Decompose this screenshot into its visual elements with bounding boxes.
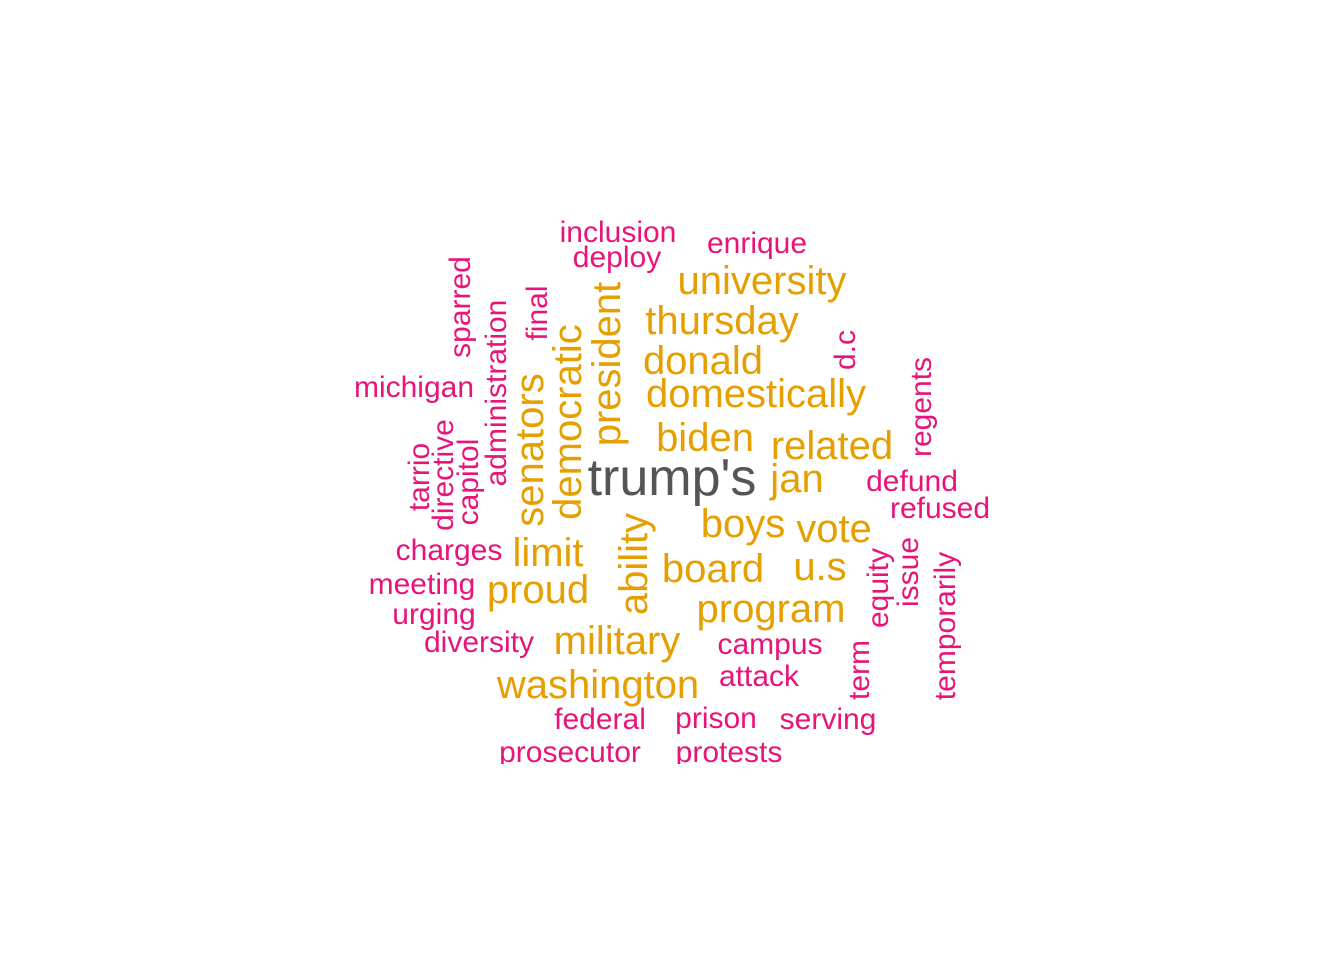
word-program: program: [696, 587, 846, 631]
word-washington: washington: [496, 663, 700, 707]
word-related: related: [770, 424, 894, 468]
word-serving: serving: [779, 703, 877, 736]
word-federal: federal: [554, 703, 646, 736]
word-university: university: [677, 259, 847, 303]
word-enrique: enrique: [706, 227, 808, 260]
cloud-bottom-clip: [0, 764, 1344, 960]
word-issue: issue: [892, 536, 925, 608]
word-attack: attack: [718, 660, 800, 693]
word-donald: donald: [642, 339, 764, 383]
word-proud: proud: [486, 568, 590, 612]
word-prosecutor: prosecutor: [499, 736, 641, 769]
word-vote: vote: [796, 507, 872, 551]
word-senators: senators: [508, 373, 552, 527]
word-jan: jan: [770, 457, 824, 501]
word-boys: boys: [700, 502, 786, 546]
word-deploy: deploy: [572, 241, 662, 274]
word-limit: limit: [512, 531, 584, 575]
word-democratic: democratic: [546, 324, 590, 520]
word-u-s: u.s: [793, 545, 847, 589]
word-refused: refused: [889, 492, 991, 525]
word-regents: regents: [905, 356, 938, 458]
word-trump-s: trump's: [587, 449, 757, 507]
word-administration: administration: [480, 299, 513, 487]
word-prison: prison: [675, 702, 757, 735]
word-sparred: sparred: [444, 256, 477, 358]
word-military: military: [553, 619, 681, 663]
word-thursday: thursday: [645, 299, 799, 343]
word-charges: charges: [395, 534, 503, 567]
word-final: final: [521, 285, 554, 341]
word-temporarily: temporarily: [929, 551, 962, 701]
word-d-c: d.c: [829, 329, 862, 371]
word-equity: equity: [862, 547, 895, 629]
word-domestically: domestically: [645, 372, 867, 416]
word-board: board: [661, 547, 765, 591]
word-protests: protests: [675, 736, 783, 769]
word-capitol: capitol: [452, 438, 485, 526]
word-ability: ability: [612, 512, 656, 616]
word-term: term: [843, 640, 876, 700]
word-urging: urging: [392, 598, 476, 631]
word-campus: campus: [717, 628, 823, 661]
word-diversity: diversity: [423, 626, 535, 659]
word-defund: defund: [866, 465, 958, 498]
word-meeting: meeting: [368, 568, 476, 601]
word-biden: biden: [656, 416, 754, 460]
word-michigan: michigan: [353, 371, 475, 404]
word-inclusion: inclusion: [559, 216, 677, 249]
word-president: president: [585, 281, 629, 447]
